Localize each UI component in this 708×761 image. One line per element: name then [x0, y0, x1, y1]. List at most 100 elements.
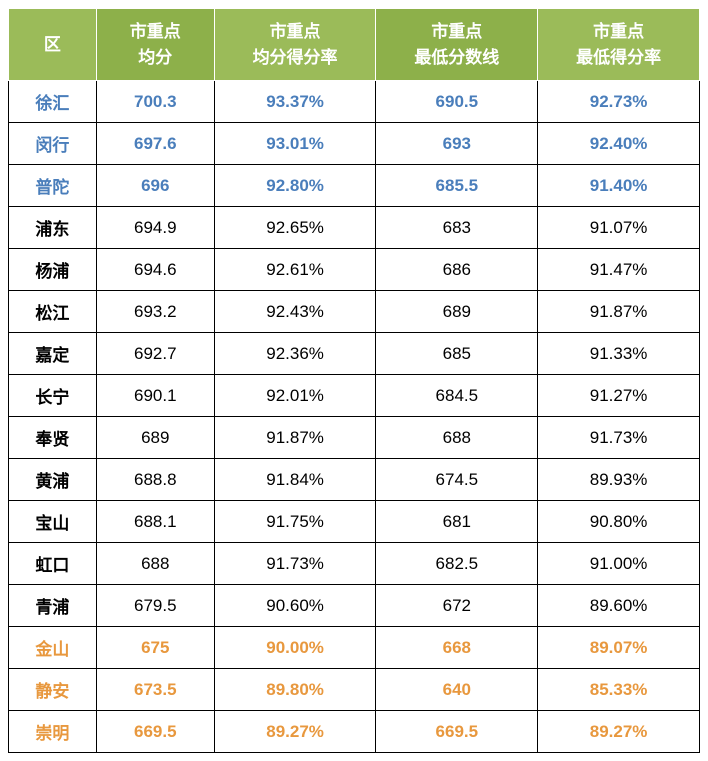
- district-cell: 静安: [9, 669, 97, 711]
- value-cell: 689: [376, 291, 538, 333]
- value-cell: 93.37%: [214, 81, 376, 123]
- table-row: 静安673.589.80%64085.33%: [9, 669, 700, 711]
- value-cell: 697.6: [96, 123, 214, 165]
- table-row: 长宁690.192.01%684.591.27%: [9, 375, 700, 417]
- value-cell: 91.73%: [214, 543, 376, 585]
- value-cell: 89.93%: [538, 459, 700, 501]
- value-cell: 93.01%: [214, 123, 376, 165]
- table-row: 虹口68891.73%682.591.00%: [9, 543, 700, 585]
- value-cell: 688.1: [96, 501, 214, 543]
- value-cell: 675: [96, 627, 214, 669]
- table-row: 嘉定692.792.36%68591.33%: [9, 333, 700, 375]
- table-row: 杨浦694.692.61%68691.47%: [9, 249, 700, 291]
- value-cell: 683: [376, 207, 538, 249]
- value-cell: 89.27%: [214, 711, 376, 753]
- table-row: 黄浦688.891.84%674.589.93%: [9, 459, 700, 501]
- district-cell: 闵行: [9, 123, 97, 165]
- value-cell: 91.75%: [214, 501, 376, 543]
- value-cell: 89.27%: [538, 711, 700, 753]
- value-cell: 669.5: [96, 711, 214, 753]
- value-cell: 90.00%: [214, 627, 376, 669]
- district-cell: 浦东: [9, 207, 97, 249]
- district-cell: 宝山: [9, 501, 97, 543]
- value-cell: 700.3: [96, 81, 214, 123]
- table-row: 金山67590.00%66889.07%: [9, 627, 700, 669]
- table-row: 浦东694.992.65%68391.07%: [9, 207, 700, 249]
- value-cell: 91.33%: [538, 333, 700, 375]
- value-cell: 92.61%: [214, 249, 376, 291]
- value-cell: 694.9: [96, 207, 214, 249]
- value-cell: 91.73%: [538, 417, 700, 459]
- value-cell: 91.87%: [538, 291, 700, 333]
- value-cell: 693: [376, 123, 538, 165]
- table-row: 普陀69692.80%685.591.40%: [9, 165, 700, 207]
- table-row: 崇明669.589.27%669.589.27%: [9, 711, 700, 753]
- value-cell: 91.40%: [538, 165, 700, 207]
- value-cell: 90.80%: [538, 501, 700, 543]
- value-cell: 694.6: [96, 249, 214, 291]
- value-cell: 89.80%: [214, 669, 376, 711]
- value-cell: 640: [376, 669, 538, 711]
- table-row: 松江693.292.43%68991.87%: [9, 291, 700, 333]
- table-row: 宝山688.191.75%68190.80%: [9, 501, 700, 543]
- col-header-3: 市重点最低分数线: [376, 9, 538, 81]
- value-cell: 674.5: [376, 459, 538, 501]
- value-cell: 688: [376, 417, 538, 459]
- table-row: 青浦679.590.60%67289.60%: [9, 585, 700, 627]
- value-cell: 92.40%: [538, 123, 700, 165]
- value-cell: 85.33%: [538, 669, 700, 711]
- district-cell: 黄浦: [9, 459, 97, 501]
- value-cell: 668: [376, 627, 538, 669]
- district-cell: 嘉定: [9, 333, 97, 375]
- value-cell: 91.27%: [538, 375, 700, 417]
- col-header-1: 市重点均分: [96, 9, 214, 81]
- value-cell: 92.36%: [214, 333, 376, 375]
- district-cell: 青浦: [9, 585, 97, 627]
- table-body: 徐汇700.393.37%690.592.73%闵行697.693.01%693…: [9, 81, 700, 753]
- value-cell: 679.5: [96, 585, 214, 627]
- table-row: 闵行697.693.01%69392.40%: [9, 123, 700, 165]
- value-cell: 92.43%: [214, 291, 376, 333]
- value-cell: 92.73%: [538, 81, 700, 123]
- district-cell: 徐汇: [9, 81, 97, 123]
- value-cell: 89.60%: [538, 585, 700, 627]
- district-cell: 长宁: [9, 375, 97, 417]
- value-cell: 689: [96, 417, 214, 459]
- value-cell: 693.2: [96, 291, 214, 333]
- district-cell: 奉贤: [9, 417, 97, 459]
- value-cell: 92.80%: [214, 165, 376, 207]
- value-cell: 688: [96, 543, 214, 585]
- value-cell: 89.07%: [538, 627, 700, 669]
- district-cell: 虹口: [9, 543, 97, 585]
- value-cell: 91.00%: [538, 543, 700, 585]
- value-cell: 682.5: [376, 543, 538, 585]
- value-cell: 669.5: [376, 711, 538, 753]
- col-header-0: 区: [9, 9, 97, 81]
- table-row: 奉贤68991.87%68891.73%: [9, 417, 700, 459]
- col-header-4: 市重点最低得分率: [538, 9, 700, 81]
- value-cell: 91.07%: [538, 207, 700, 249]
- value-cell: 690.1: [96, 375, 214, 417]
- district-cell: 金山: [9, 627, 97, 669]
- col-header-2: 市重点均分得分率: [214, 9, 376, 81]
- value-cell: 90.60%: [214, 585, 376, 627]
- value-cell: 673.5: [96, 669, 214, 711]
- district-cell: 杨浦: [9, 249, 97, 291]
- district-cell: 崇明: [9, 711, 97, 753]
- value-cell: 91.47%: [538, 249, 700, 291]
- value-cell: 696: [96, 165, 214, 207]
- value-cell: 685.5: [376, 165, 538, 207]
- value-cell: 92.65%: [214, 207, 376, 249]
- value-cell: 91.84%: [214, 459, 376, 501]
- score-table: 区市重点均分市重点均分得分率市重点最低分数线市重点最低得分率 徐汇700.393…: [8, 8, 700, 753]
- value-cell: 672: [376, 585, 538, 627]
- value-cell: 686: [376, 249, 538, 291]
- table-header: 区市重点均分市重点均分得分率市重点最低分数线市重点最低得分率: [9, 9, 700, 81]
- value-cell: 685: [376, 333, 538, 375]
- value-cell: 681: [376, 501, 538, 543]
- value-cell: 91.87%: [214, 417, 376, 459]
- value-cell: 692.7: [96, 333, 214, 375]
- value-cell: 92.01%: [214, 375, 376, 417]
- value-cell: 690.5: [376, 81, 538, 123]
- district-cell: 松江: [9, 291, 97, 333]
